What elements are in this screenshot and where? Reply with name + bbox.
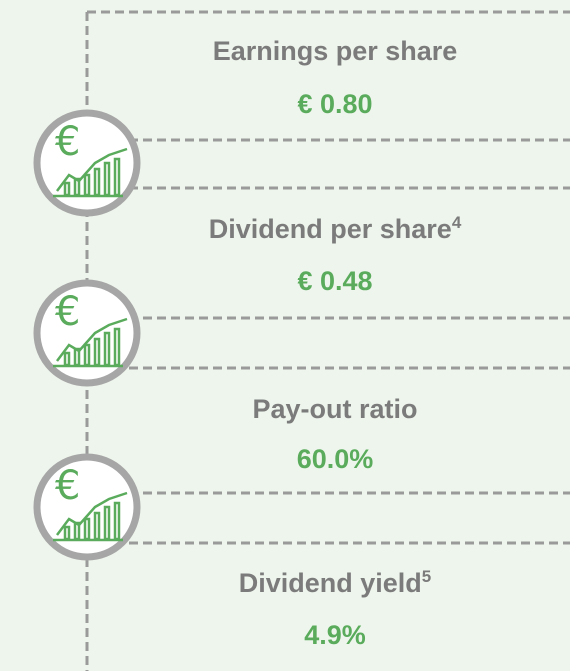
label-text: Earnings per share: [213, 36, 458, 66]
footnote-mark: 4: [452, 213, 462, 232]
metric-value: € 0.48: [297, 266, 372, 296]
metric-value: € 0.80: [297, 89, 372, 119]
metric-value: 60.0%: [297, 444, 374, 474]
euro-icon: [37, 113, 137, 213]
metric-value: 4.9%: [304, 620, 366, 650]
metric-label: Dividend yield5: [239, 567, 432, 598]
metric-label: Pay-out ratio: [252, 394, 417, 424]
euro-icon: [37, 283, 137, 383]
metric-label: Dividend per share4: [209, 213, 462, 244]
label-text: Pay-out ratio: [252, 394, 417, 424]
euro-icon: [37, 457, 137, 557]
metric-label: Earnings per share: [213, 36, 458, 66]
label-text: Dividend per share: [209, 214, 452, 244]
label-text: Dividend yield: [239, 568, 422, 598]
footnote-mark: 5: [422, 567, 431, 586]
